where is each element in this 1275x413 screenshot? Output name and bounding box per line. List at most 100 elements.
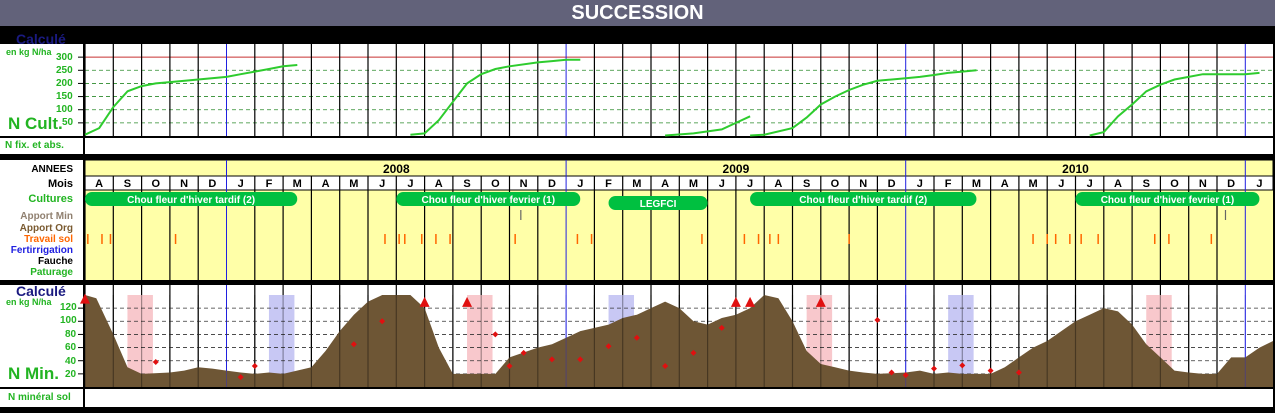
top-label: N Cult. (8, 114, 63, 133)
nmin-marker-triangle (730, 296, 741, 307)
nmin-sol-row-bg (85, 389, 1273, 407)
month-label: D (548, 178, 556, 190)
month-label: J (577, 178, 583, 190)
bottom-label: N Min. (8, 364, 59, 383)
month-label: A (1001, 178, 1009, 190)
nfix-label: N fix. et abs. (5, 140, 64, 151)
month-label: S (463, 178, 470, 190)
top-heading: Calculé (16, 31, 66, 47)
month-label: S (124, 178, 131, 190)
month-label: A (95, 178, 103, 190)
month-label: N (180, 178, 188, 190)
row-label-paturage: Paturage (30, 267, 73, 278)
ytick-100b: 100 (60, 315, 77, 326)
month-label: A (322, 178, 330, 190)
nmin-marker (605, 343, 612, 350)
row-label-cultures: Cultures (28, 193, 73, 205)
ytick-120: 120 (60, 302, 77, 313)
ytick-200: 200 (56, 78, 73, 89)
top-label-bg (0, 44, 83, 136)
month-label: M (632, 178, 641, 190)
month-label: N (520, 178, 528, 190)
month-label: J (238, 178, 244, 190)
nmin-marker (492, 331, 499, 338)
shaded-period (948, 295, 974, 387)
month-label: D (888, 178, 896, 190)
ytick-150: 150 (56, 91, 73, 102)
month-label: O (151, 178, 160, 190)
month-label: M (349, 178, 358, 190)
nmin-marker-triangle (419, 296, 430, 307)
nmin-marker-triangle (462, 296, 473, 307)
nmin-marker (152, 359, 159, 366)
month-label: F (945, 178, 952, 190)
nmin-marker (959, 362, 966, 369)
month-label: S (1143, 178, 1150, 190)
crop-bar (750, 192, 977, 206)
month-label: F (266, 178, 273, 190)
row-label-annees: ANNEES (31, 164, 73, 175)
crop-label: Chou fleur d'hiver tardif (2) (799, 195, 927, 206)
month-label: M (972, 178, 981, 190)
ytick-20: 20 (65, 369, 77, 380)
nfix-row-bg (85, 138, 1273, 154)
month-label: O (831, 178, 840, 190)
month-label: A (774, 178, 782, 190)
month-label: M (293, 178, 302, 190)
nmin-marker (379, 318, 386, 325)
crop-label: Chou fleur d'hiver tardif (2) (127, 195, 255, 206)
nmin-marker (1015, 369, 1022, 376)
month-label: A (1114, 178, 1122, 190)
nmin-marker-triangle (815, 296, 826, 307)
nmin-marker (520, 349, 527, 356)
month-label: D (1227, 178, 1235, 190)
nmin-marker (237, 374, 244, 381)
ncult-series-1 (410, 58, 581, 136)
shaded-period (467, 295, 493, 387)
ncult-series-4 (1089, 71, 1260, 137)
month-label: J (407, 178, 413, 190)
month-label: M (689, 178, 698, 190)
month-label: O (491, 178, 500, 190)
nmin-marker (662, 362, 669, 369)
top-unit: en kg N/ha (6, 47, 52, 57)
nmin-marker (577, 356, 584, 363)
month-label: J (747, 178, 753, 190)
nmin-marker (718, 324, 725, 331)
crop-bar (396, 192, 581, 206)
ytick-100: 100 (56, 104, 73, 115)
crop-bar (1075, 192, 1260, 206)
page-title: SUCCESSION (0, 0, 1275, 26)
nmin-marker (506, 362, 513, 369)
nmin-sol-label-bg (0, 389, 83, 407)
ytick-80: 80 (65, 329, 77, 340)
month-label: J (719, 178, 725, 190)
ytick-250: 250 (56, 65, 73, 76)
year-row (84, 159, 1274, 177)
crop-label: Chou fleur d'hiver fevrier (1) (1101, 195, 1235, 206)
month-label: A (435, 178, 443, 190)
bottom-heading: Calculé (16, 283, 66, 299)
ytick-50: 50 (62, 117, 74, 128)
nmin-marker (987, 367, 994, 374)
month-label: J (917, 178, 923, 190)
row-label-mois: Mois (47, 178, 73, 190)
month-label: S (803, 178, 810, 190)
month-label: J (1087, 178, 1093, 190)
year-label: 2010 (1062, 162, 1089, 176)
nmin-marker (548, 356, 555, 363)
month-label: F (605, 178, 612, 190)
month-label: O (1170, 178, 1179, 190)
row-label-travail-sol: Travail sol (24, 234, 73, 245)
crop-bar (85, 192, 298, 206)
row-label-fauche: Fauche (37, 256, 73, 267)
ncult-series-0 (84, 64, 298, 136)
ncult-series-3 (750, 69, 977, 137)
bottom-unit: en kg N/ha (6, 297, 52, 307)
ncult-series-2 (665, 115, 751, 137)
nmin-marker-triangle (745, 296, 756, 307)
nmin-sol-label: N minéral sol (8, 392, 71, 403)
row-label-fertirrigation: Fertirrigation (10, 245, 73, 256)
nmin-marker (902, 372, 909, 379)
